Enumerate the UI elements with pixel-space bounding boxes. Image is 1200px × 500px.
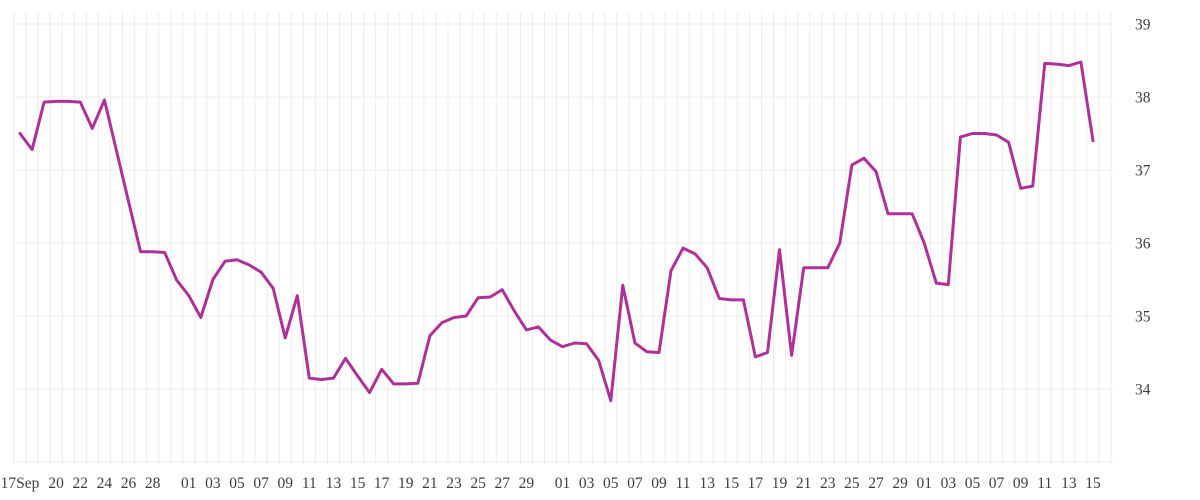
y-tick-label: 38 <box>1135 90 1151 107</box>
x-tick-label: 15 <box>350 475 366 492</box>
x-axis-labels: 17Sep 20 22 24 26 28 01 03 05 07 09 11 13 15 17 19 21 23 2… <box>1 475 1101 492</box>
x-tick-label: 11 <box>1037 475 1052 492</box>
x-tick-label: 29 <box>519 475 535 492</box>
x-tick-label: 26 <box>121 475 137 492</box>
x-tick-label: 17Sep <box>1 475 40 492</box>
x-tick-label: 05 <box>965 475 981 492</box>
x-tick-label: 15 <box>724 475 740 492</box>
y-axis-labels: 39 38 37 36 35 34 <box>1135 17 1151 399</box>
x-tick-label: 25 <box>844 475 860 492</box>
x-tick-label: 11 <box>302 475 317 492</box>
x-tick-label: 19 <box>398 475 414 492</box>
x-tick-label: 01 <box>916 475 932 492</box>
x-tick-label: 01 <box>181 475 197 492</box>
x-tick-label: 15 <box>1085 475 1101 492</box>
x-tick-label: 13 <box>326 475 342 492</box>
x-tick-label: 29 <box>892 475 908 492</box>
x-tick-label: 21 <box>796 475 812 492</box>
x-tick-label: 03 <box>579 475 595 492</box>
x-tick-label: 20 <box>48 475 64 492</box>
x-tick-label: 05 <box>603 475 619 492</box>
x-tick-label: 01 <box>555 475 571 492</box>
x-tick-label: 23 <box>820 475 836 492</box>
x-tick-label: 22 <box>73 475 89 492</box>
x-tick-label: 03 <box>205 475 221 492</box>
x-tick-label: 07 <box>627 475 643 492</box>
x-tick-label: 09 <box>1013 475 1029 492</box>
x-tick-label: 17 <box>748 475 764 492</box>
x-tick-label: 28 <box>145 475 161 492</box>
x-tick-label: 03 <box>941 475 957 492</box>
series-line <box>18 60 1095 403</box>
price-line-series <box>18 60 1095 403</box>
x-tick-label: 05 <box>229 475 245 492</box>
x-tick-label: 24 <box>97 475 113 492</box>
x-tick-label: 09 <box>651 475 667 492</box>
x-tick-label: 27 <box>494 475 510 492</box>
x-tick-label: 17 <box>374 475 390 492</box>
grid-horizontal-lines <box>14 23 1113 463</box>
x-tick-label: 25 <box>470 475 486 492</box>
y-tick-label: 37 <box>1135 163 1151 180</box>
y-tick-label: 36 <box>1135 236 1151 253</box>
y-tick-label: 39 <box>1135 17 1151 34</box>
y-tick-label: 35 <box>1135 309 1151 326</box>
x-tick-label: 07 <box>253 475 269 492</box>
x-tick-label: 21 <box>422 475 438 492</box>
x-tick-label: 11 <box>676 475 691 492</box>
y-tick-label: 34 <box>1135 382 1151 399</box>
x-tick-label: 09 <box>277 475 293 492</box>
grid-vertical-lines <box>13 12 1112 464</box>
x-tick-label: 19 <box>772 475 788 492</box>
x-tick-label: 13 <box>699 475 715 492</box>
x-tick-label: 27 <box>868 475 884 492</box>
x-tick-label: 13 <box>1061 475 1077 492</box>
x-tick-label: 07 <box>989 475 1005 492</box>
x-tick-label: 23 <box>446 475 462 492</box>
